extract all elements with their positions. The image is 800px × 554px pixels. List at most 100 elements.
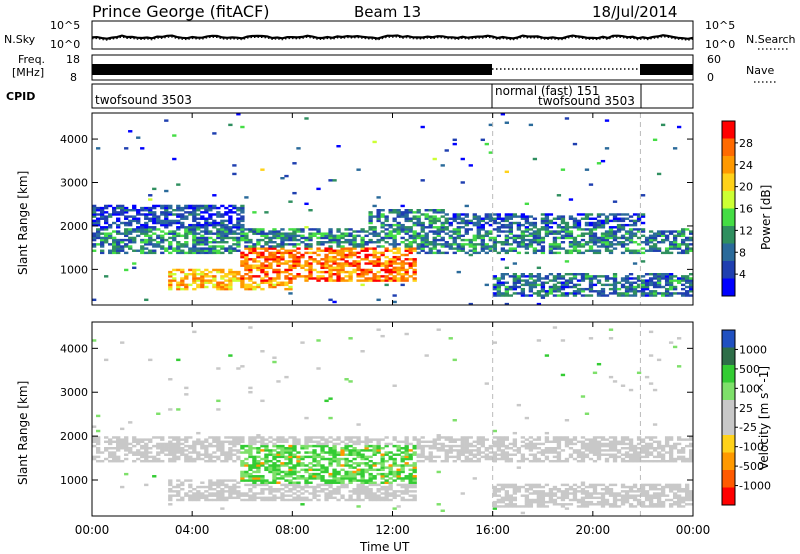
heatmap-cell xyxy=(536,234,542,238)
heatmap-cell xyxy=(184,243,189,246)
heatmap-cell xyxy=(128,215,133,218)
heatmap-cell xyxy=(164,238,169,242)
heatmap-cell xyxy=(112,451,117,454)
heatmap-cell xyxy=(356,438,361,441)
heatmap-cell xyxy=(212,213,217,216)
heatmap-cell xyxy=(348,449,353,452)
heatmap-cell xyxy=(644,442,650,446)
heatmap-cell xyxy=(128,232,133,235)
heatmap-cell xyxy=(524,500,530,504)
heatmap-cell xyxy=(124,449,129,452)
heatmap-cell xyxy=(392,219,397,223)
heatmap-cell xyxy=(532,444,538,448)
heatmap-cell xyxy=(228,273,233,276)
heatmap-cell xyxy=(228,219,233,223)
heatmap-cell xyxy=(508,500,513,504)
heatmap-cell xyxy=(132,459,137,463)
heatmap-cell xyxy=(672,285,678,289)
heatmap-cell xyxy=(172,209,177,212)
heatmap-cell xyxy=(540,238,546,242)
heatmap-cell xyxy=(672,247,678,250)
heatmap-cell xyxy=(676,455,682,459)
heatmap-cell xyxy=(564,285,570,289)
heatmap-cell xyxy=(116,211,121,214)
heatmap-cell xyxy=(652,423,658,426)
heatmap-cell xyxy=(348,498,353,502)
heatmap-cell xyxy=(328,245,333,248)
heatmap-cell xyxy=(444,241,449,244)
heatmap-cell xyxy=(324,468,329,472)
heatmap-cell xyxy=(568,492,574,495)
heatmap-cell xyxy=(232,459,237,463)
heatmap-cell xyxy=(276,447,281,450)
heatmap-cell xyxy=(180,206,185,210)
heatmap-cell xyxy=(500,505,505,508)
heatmap-cell xyxy=(684,496,690,500)
heatmap-cell xyxy=(232,236,237,240)
heatmap-cell xyxy=(364,249,369,252)
heatmap-cell xyxy=(180,438,185,441)
heatmap-cell xyxy=(196,204,201,208)
heatmap-cell xyxy=(648,245,654,248)
heatmap-cell xyxy=(228,455,233,459)
heatmap-cell xyxy=(512,273,518,276)
heatmap-cell xyxy=(168,281,173,284)
heatmap-cell xyxy=(124,228,129,231)
freq-label-line1: Freq. xyxy=(18,53,45,66)
heatmap-cell xyxy=(580,273,586,276)
heatmap-cell xyxy=(100,215,105,218)
heatmap-cell xyxy=(168,241,173,244)
heatmap-cell xyxy=(236,367,241,370)
heatmap-cell xyxy=(648,494,654,497)
heatmap-cell xyxy=(332,234,337,238)
heatmap-cell xyxy=(572,277,578,280)
heatmap-cell xyxy=(508,294,513,297)
heatmap-cell xyxy=(648,451,654,454)
heatmap-cell xyxy=(292,238,297,242)
heatmap-cell xyxy=(652,249,658,252)
heatmap-cell xyxy=(108,204,113,208)
heatmap-cell xyxy=(648,281,654,284)
heatmap-cell xyxy=(152,436,157,439)
heatmap-cell xyxy=(532,238,538,242)
heatmap-cell xyxy=(660,503,666,506)
heatmap-cell xyxy=(268,236,273,240)
heatmap-cell xyxy=(600,221,606,225)
heatmap-cell xyxy=(356,268,361,272)
heatmap-cell xyxy=(436,438,441,441)
heatmap-cell xyxy=(216,287,221,291)
heatmap-cell xyxy=(352,447,357,450)
heatmap-cell xyxy=(204,455,209,459)
heatmap-cell xyxy=(656,281,662,284)
heatmap-cell xyxy=(176,485,181,489)
heatmap-cell xyxy=(288,472,293,476)
heatmap-cell xyxy=(216,223,221,227)
heatmap-cell xyxy=(608,241,614,244)
colorbar-tick-label: -25 xyxy=(739,421,757,434)
heatmap-cell xyxy=(456,236,461,240)
heatmap-cell xyxy=(380,472,385,476)
heatmap-cell xyxy=(524,202,530,206)
heatmap-cell xyxy=(500,440,505,444)
heatmap-cell xyxy=(656,279,662,282)
heatmap-cell xyxy=(412,470,417,474)
heatmap-cell xyxy=(368,455,373,459)
heatmap-cell xyxy=(196,494,201,497)
heatmap-cell xyxy=(96,451,101,454)
heatmap-cell xyxy=(172,236,177,240)
heatmap-cell xyxy=(276,232,281,235)
heatmap-cell xyxy=(240,260,245,263)
heatmap-cell xyxy=(500,217,505,220)
heatmap-cell xyxy=(496,277,501,280)
heatmap-cell xyxy=(660,277,666,280)
heatmap-cell xyxy=(608,245,614,248)
heatmap-cell xyxy=(508,221,513,225)
heatmap-cell xyxy=(684,290,690,293)
heatmap-cell xyxy=(576,226,582,229)
heatmap-cell xyxy=(120,438,125,441)
heatmap-cell xyxy=(216,268,221,272)
heatmap-cell xyxy=(260,475,265,478)
heatmap-cell xyxy=(496,287,501,291)
heatmap-cell xyxy=(632,249,638,252)
heatmap-cell xyxy=(316,275,321,278)
